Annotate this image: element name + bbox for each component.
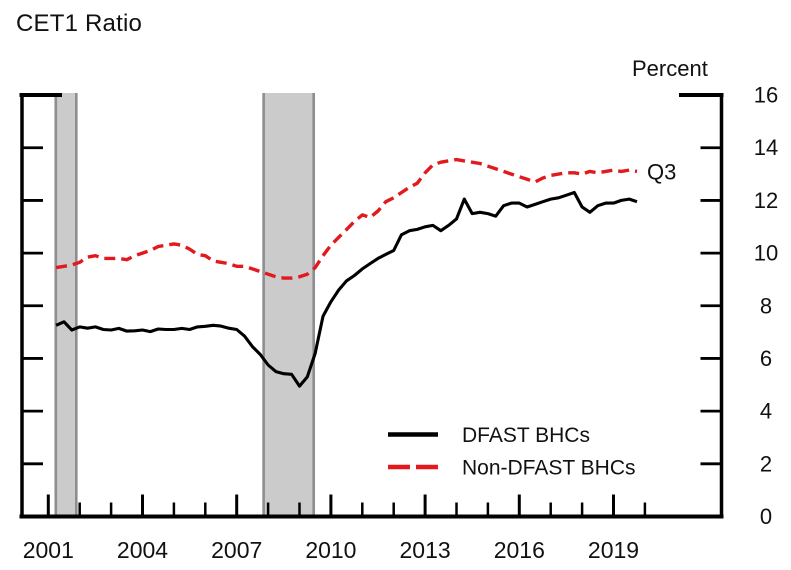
chart-title: CET1 Ratio bbox=[16, 10, 143, 37]
x-tick-label: 2004 bbox=[117, 537, 168, 563]
end-of-series-label: Q3 bbox=[647, 159, 676, 184]
y-tick-label: 16 bbox=[754, 83, 778, 108]
y-tick-label: 2 bbox=[760, 451, 772, 476]
x-tick-label: 2001 bbox=[23, 537, 74, 563]
dfast-line bbox=[55, 190, 638, 388]
x-tick-label: 2010 bbox=[305, 537, 356, 563]
legend-dfast-label: DFAST BHCs bbox=[462, 424, 590, 447]
recession-band bbox=[54, 93, 78, 517]
x-tick-label: 2016 bbox=[494, 537, 545, 563]
y-tick-label: 0 bbox=[760, 504, 772, 529]
recession-band bbox=[262, 93, 315, 517]
y-axis-unit-label: Percent bbox=[632, 56, 708, 81]
x-tick-label: 2019 bbox=[588, 537, 639, 563]
y-tick-label: 12 bbox=[754, 188, 778, 213]
y-tick-label: 6 bbox=[760, 346, 772, 371]
y-tick-label: 14 bbox=[754, 135, 778, 160]
non-dfast-line bbox=[55, 157, 638, 280]
legend-non-dfast-label: Non-DFAST BHCs bbox=[462, 457, 636, 480]
y-tick-label: 4 bbox=[760, 399, 772, 424]
y-tick-label: 10 bbox=[754, 241, 778, 266]
x-tick-label: 2013 bbox=[400, 537, 451, 563]
y-tick-label: 8 bbox=[760, 293, 772, 318]
x-tick-label: 2007 bbox=[211, 537, 262, 563]
